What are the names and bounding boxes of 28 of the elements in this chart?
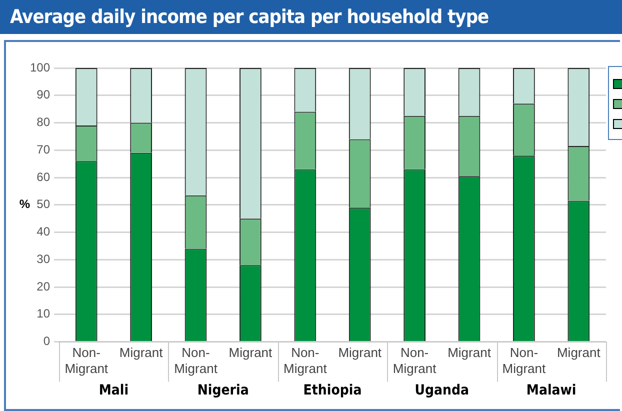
x-tick-label: Migrant: [228, 345, 273, 360]
y-axis-title: %: [19, 197, 30, 212]
x-tick-label: Non-Migrant: [64, 345, 108, 376]
x-tick-label: Migrant: [556, 345, 601, 360]
x-tick-label: Migrant: [119, 345, 164, 360]
x-tick-label: Non-Migrant: [502, 345, 546, 376]
y-tick-label: 10: [36, 306, 50, 321]
x-tick-label: Migrant: [338, 345, 382, 360]
y-tick-label: 70: [36, 142, 50, 156]
text: Nigeria: [197, 382, 249, 398]
y-tick-label: 100: [30, 60, 50, 74]
x-tick-label: Non-Migrant: [392, 345, 437, 376]
y-tick-label: 60: [36, 170, 50, 184]
text: Ethiopia: [303, 382, 362, 398]
y-tick-label: 90: [36, 88, 50, 102]
y-tick-label: 50: [36, 197, 50, 212]
chart-title: Average daily income per capita per household type: [0, 0, 622, 34]
text: Uganda: [414, 382, 470, 398]
y-tick-label: 40: [36, 224, 50, 239]
y-tick-label: 30: [36, 252, 50, 266]
x-tick-label: Migrant: [448, 345, 492, 360]
y-tick-label: 20: [36, 279, 50, 294]
text: Malawi: [526, 382, 576, 398]
x-tick-label: Non-Migrant: [283, 345, 328, 376]
y-tick-label: 80: [36, 115, 50, 130]
x-tick-label: Non-Migrant: [174, 345, 218, 376]
y-tick-label: 0: [43, 334, 50, 348]
text: Mali: [98, 382, 129, 398]
